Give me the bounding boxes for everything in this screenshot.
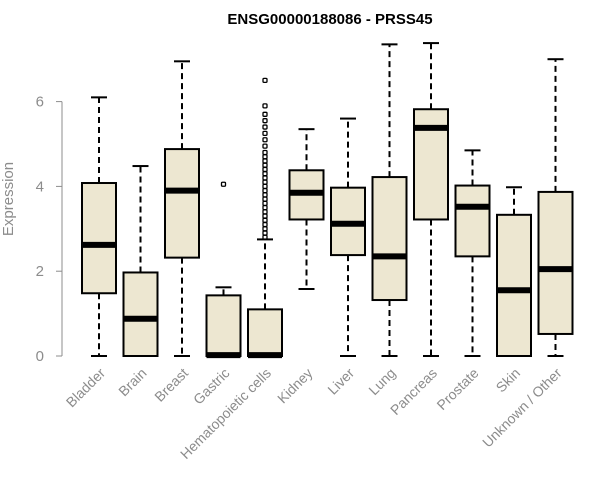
outlier-point [262, 183, 268, 190]
outlier-point [262, 187, 268, 194]
outlier-point [262, 196, 268, 202]
outlier-point [262, 234, 268, 240]
box-group [164, 60, 200, 357]
y-axis-label: Expression [0, 162, 17, 236]
outlier-point [262, 209, 268, 215]
outlier-point [262, 137, 268, 143]
outlier-point [262, 213, 268, 219]
outlier-point [262, 143, 268, 149]
outlier-point [262, 124, 268, 130]
y-tick-label: 0 [36, 348, 44, 365]
box-group [288, 128, 325, 291]
x-tick-label: Breast [151, 365, 191, 405]
outlier-point [262, 130, 268, 137]
box-iqr [122, 271, 159, 357]
outlier-point [262, 118, 268, 124]
box-group [247, 77, 283, 359]
box-group [330, 117, 366, 357]
outlier-point [262, 149, 268, 156]
x-tick-label: Skin [493, 365, 524, 396]
box-iqr [454, 184, 491, 258]
box-group [537, 58, 574, 357]
box-group [81, 96, 117, 357]
y-axis: 0 2 4 6 [36, 94, 63, 365]
chart-title: ENSG00000188086 - PRSS45 [227, 11, 432, 28]
box-iqr [371, 176, 408, 302]
x-tick-label: Kidney [274, 365, 316, 407]
box-series [81, 42, 574, 359]
box-iqr [164, 148, 200, 259]
outlier-point [262, 171, 268, 177]
y-tick-label: 6 [36, 94, 44, 111]
y-tick-label: 4 [36, 178, 44, 195]
box-iqr [537, 190, 574, 335]
outlier-point [262, 192, 268, 198]
outlier-point [262, 204, 268, 211]
box-group [413, 42, 449, 357]
x-tick-label: Brain [115, 365, 149, 399]
outlier-point [262, 221, 268, 228]
y-tick-label: 2 [36, 263, 44, 280]
outlier-point [262, 162, 268, 168]
x-tick-label: Unknown / Other [479, 365, 565, 451]
outlier-point [262, 179, 268, 185]
outlier-point [262, 200, 268, 207]
box-group [454, 149, 491, 357]
x-tick-label: Lung [365, 365, 398, 398]
box-iqr [205, 294, 242, 358]
outlier-point [262, 175, 268, 181]
box-group [371, 43, 408, 357]
outlier-point [262, 111, 268, 117]
outlier-point [262, 77, 268, 84]
box-group [496, 186, 532, 357]
box-iqr [81, 182, 117, 295]
outlier-point [262, 230, 268, 236]
box-group [122, 165, 159, 357]
x-tick-label: Prostate [433, 365, 481, 413]
outlier-point [262, 217, 268, 223]
box-iqr [247, 308, 283, 357]
outlier-point [262, 226, 268, 232]
outlier-point [262, 154, 268, 160]
x-tick-label: Liver [324, 365, 357, 398]
box-group [205, 181, 242, 359]
outlier-point [262, 158, 268, 164]
box-iqr [496, 213, 532, 357]
x-tick-label: Bladder [63, 365, 109, 411]
outlier-point [262, 103, 268, 109]
outlier-point [262, 166, 268, 173]
outlier-point [220, 181, 227, 187]
